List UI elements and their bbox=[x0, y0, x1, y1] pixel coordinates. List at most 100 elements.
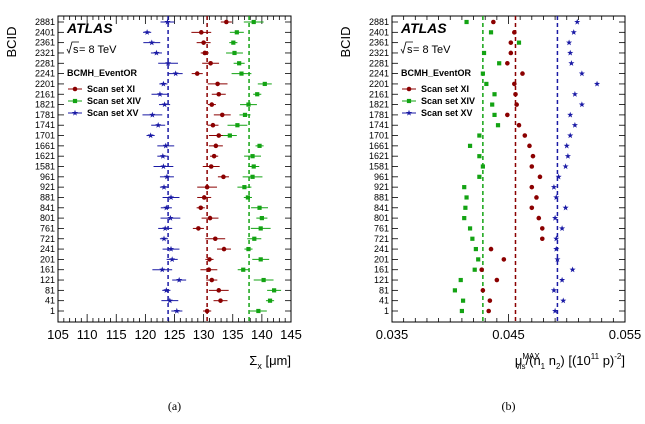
series-1 bbox=[452, 19, 522, 314]
data-point bbox=[487, 298, 493, 303]
data-point bbox=[567, 111, 574, 118]
data-point bbox=[147, 132, 154, 139]
data-point bbox=[194, 71, 200, 76]
data-point bbox=[166, 297, 173, 304]
data-point bbox=[562, 204, 569, 211]
data-point bbox=[250, 174, 255, 179]
x-axis-title-part: ) [(10 bbox=[560, 353, 590, 368]
data-point bbox=[467, 226, 473, 231]
data-point bbox=[571, 122, 578, 128]
x-tick-label: 0.055 bbox=[609, 327, 642, 342]
x-tick-label: 140 bbox=[251, 327, 273, 342]
data-point bbox=[559, 225, 566, 232]
x-tick-label: 125 bbox=[164, 327, 186, 342]
data-point bbox=[224, 19, 229, 25]
data-point bbox=[569, 266, 576, 273]
series-0 bbox=[191, 19, 232, 314]
data-point bbox=[251, 164, 256, 169]
data-point bbox=[246, 102, 251, 107]
legend-label: Scan set XIV bbox=[421, 96, 475, 106]
data-point bbox=[165, 60, 172, 66]
y-tick-label: 1661 bbox=[369, 141, 389, 151]
data-point bbox=[208, 60, 213, 66]
data-point bbox=[462, 216, 467, 221]
x-axis-title-part: /(n bbox=[526, 353, 541, 368]
y-tick-label: 921 bbox=[40, 182, 55, 192]
y-tick-label: 1621 bbox=[35, 151, 55, 161]
data-point bbox=[513, 91, 518, 97]
data-point bbox=[562, 163, 569, 170]
x-axis-title-part: ] bbox=[621, 353, 625, 368]
y-tick-label: 2241 bbox=[369, 69, 389, 79]
legend-marker bbox=[405, 109, 413, 116]
legend-label: Scan set XI bbox=[87, 84, 135, 94]
y-tick-label: 1621 bbox=[369, 151, 389, 161]
data-point bbox=[159, 266, 166, 273]
y-tick-label: 201 bbox=[374, 254, 389, 264]
data-point bbox=[537, 174, 543, 180]
data-point bbox=[550, 183, 557, 190]
data-point bbox=[553, 235, 560, 242]
energy-label-sqrt: s bbox=[407, 44, 413, 56]
y-tick-label: 921 bbox=[374, 182, 389, 192]
data-point bbox=[259, 216, 264, 221]
x-axis-title-part: μ bbox=[515, 353, 523, 368]
x-tick-label: 120 bbox=[135, 327, 157, 342]
y-tick-label: 2401 bbox=[35, 27, 55, 37]
data-point bbox=[196, 226, 201, 231]
y-tick-label: 41 bbox=[379, 296, 389, 306]
data-point bbox=[160, 183, 168, 190]
y-tick-label: 1661 bbox=[35, 141, 55, 151]
data-point bbox=[204, 184, 210, 190]
y-tick-label: 1821 bbox=[369, 100, 389, 110]
y-tick-label: 761 bbox=[374, 223, 389, 233]
data-point bbox=[484, 81, 489, 87]
data-point bbox=[162, 142, 169, 149]
x-tick-label: 105 bbox=[47, 327, 69, 342]
data-point bbox=[480, 71, 485, 76]
data-point bbox=[258, 226, 263, 231]
y-tick-label: 41 bbox=[45, 296, 55, 306]
energy-label-sqrt: s bbox=[73, 44, 79, 56]
data-point bbox=[239, 71, 244, 76]
x-axis-title-part: 2 bbox=[556, 362, 561, 371]
y-tick-label: 1781 bbox=[369, 110, 389, 120]
y-tick-label: 1 bbox=[50, 306, 55, 316]
data-point bbox=[462, 185, 467, 190]
data-point bbox=[241, 267, 246, 272]
y-tick-label: 1741 bbox=[369, 120, 389, 130]
data-point bbox=[252, 236, 257, 241]
data-point bbox=[149, 111, 156, 118]
y-tick-label: 2321 bbox=[369, 48, 389, 58]
panel-caption: (a) bbox=[168, 399, 181, 413]
data-point bbox=[235, 123, 240, 128]
data-point bbox=[508, 50, 514, 56]
data-point bbox=[198, 30, 204, 35]
data-point bbox=[250, 154, 255, 159]
legend-item-2: Scan set XV bbox=[402, 108, 473, 118]
y-tick-label: 121 bbox=[374, 275, 389, 285]
data-point bbox=[529, 205, 535, 211]
y-axis-title: BCID bbox=[4, 26, 19, 57]
data-point bbox=[473, 246, 478, 252]
y-tick-label: 961 bbox=[40, 172, 55, 182]
legend-marker bbox=[406, 86, 412, 92]
legend-item-0: Scan set XI bbox=[68, 84, 135, 94]
x-axis-title-part: vis bbox=[516, 362, 526, 371]
legend-label: Scan set XI bbox=[421, 84, 469, 94]
x-axis-title-part: [μm] bbox=[262, 353, 291, 368]
y-tick-label: 201 bbox=[40, 254, 55, 264]
data-point bbox=[213, 143, 219, 149]
data-point bbox=[505, 112, 510, 118]
data-point bbox=[512, 30, 517, 35]
x-axis-title-part: 11 bbox=[591, 352, 600, 361]
data-point bbox=[522, 133, 528, 138]
data-point bbox=[479, 267, 485, 273]
y-tick-label: 2881 bbox=[369, 17, 389, 27]
y-tick-label: 841 bbox=[374, 203, 389, 213]
data-point bbox=[490, 102, 495, 107]
y-tick-label: 81 bbox=[379, 285, 389, 295]
atlas-logo: ATLAS bbox=[66, 20, 113, 36]
y-tick-label: 1821 bbox=[35, 100, 55, 110]
data-point bbox=[530, 153, 536, 159]
